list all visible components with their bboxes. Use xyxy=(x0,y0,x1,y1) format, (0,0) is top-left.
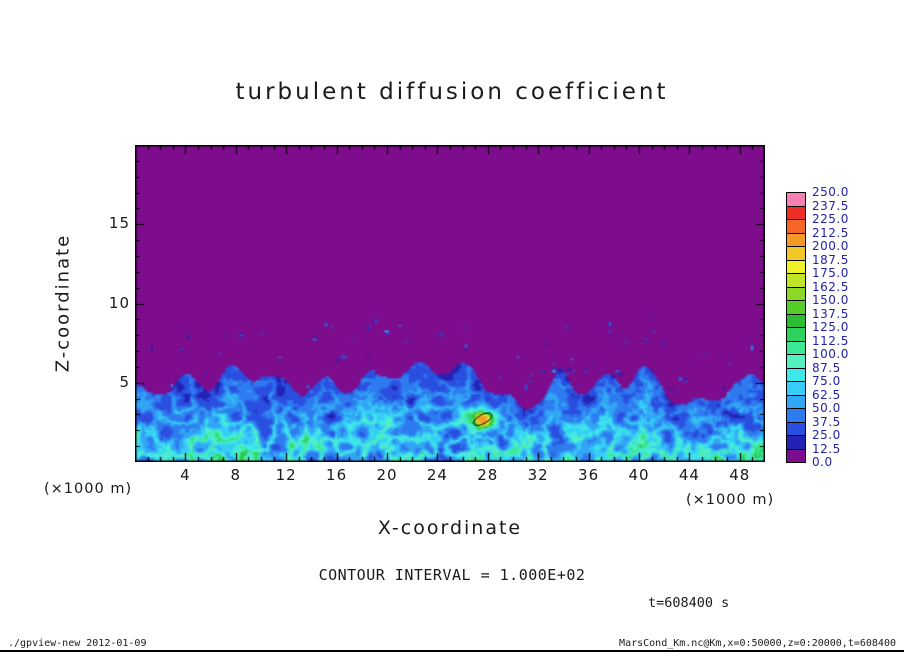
colorbar-cell xyxy=(786,259,806,274)
colorbar-tick-label: 87.5 xyxy=(812,360,841,375)
colorbar-cell xyxy=(786,273,806,288)
colorbar-tick-label: 12.5 xyxy=(812,441,841,456)
heatmap-canvas xyxy=(135,145,765,462)
colorbar-cell xyxy=(786,435,806,450)
colorbar-cell xyxy=(786,367,806,382)
colorbar-cell xyxy=(786,340,806,355)
colorbar-cell xyxy=(786,394,806,409)
colorbar-tick-label: 100.0 xyxy=(812,347,849,361)
x-axis-label: X-coordinate xyxy=(377,517,523,539)
x-tick-label: 28 xyxy=(477,466,499,484)
colorbar-tick-label: 112.5 xyxy=(812,333,849,348)
x-tick-label: 20 xyxy=(376,466,398,484)
colorbar-cell xyxy=(786,448,806,463)
x-tick-label: 8 xyxy=(230,466,242,484)
colorbar-cell xyxy=(786,286,806,301)
colorbar-tick-label: 37.5 xyxy=(812,414,841,429)
y-axis-label: Z-coordinate xyxy=(52,233,74,373)
colorbar-tick-label: 200.0 xyxy=(812,239,849,253)
footer-file-info: MarsCond_Km.nc@Km,x=0:50000,z=0:20000,t=… xyxy=(619,638,896,649)
heatmap-plot xyxy=(135,145,765,462)
colorbar-cell xyxy=(786,381,806,396)
time-label: t=608400 s xyxy=(648,595,730,611)
x-tick-label: 12 xyxy=(275,466,297,484)
colorbar-tick-label: 137.5 xyxy=(812,306,849,321)
contour-interval-note: CONTOUR INTERVAL = 1.000E+02 xyxy=(318,566,586,584)
colorbar-cell xyxy=(786,232,806,247)
colorbar-tick-label: 212.5 xyxy=(812,225,849,240)
colorbar-tick-label: 225.0 xyxy=(812,212,849,226)
colorbar-tick-label: 25.0 xyxy=(812,428,841,442)
colorbar-cell xyxy=(786,219,806,234)
colorbar-tick-label: 125.0 xyxy=(812,320,849,334)
colorbar-tick-label: 187.5 xyxy=(812,252,849,267)
colorbar-cell xyxy=(786,192,806,207)
colorbar-cell xyxy=(786,354,806,369)
colorbar-cell xyxy=(786,421,806,436)
x-axis-unit-left: (×1000 m) xyxy=(44,481,133,497)
colorbar-cell xyxy=(786,327,806,342)
z-tick-label: 5 xyxy=(119,372,130,391)
x-tick-label: 16 xyxy=(326,466,348,484)
colorbar-cell xyxy=(786,205,806,220)
colorbar-cell xyxy=(786,408,806,423)
chart-title: turbulent diffusion coefficient xyxy=(235,79,669,105)
z-tick-label: 10 xyxy=(108,293,130,312)
colorbar-tick-label: 62.5 xyxy=(812,387,841,402)
x-tick-label: 44 xyxy=(678,466,700,484)
x-tick-label: 36 xyxy=(578,466,600,484)
colorbar-cell xyxy=(786,246,806,261)
colorbar-cell xyxy=(786,300,806,315)
x-tick-label: 40 xyxy=(628,466,650,484)
x-tick-label: 24 xyxy=(426,466,448,484)
x-tick-label: 32 xyxy=(527,466,549,484)
colorbar-tick-label: 237.5 xyxy=(812,198,849,213)
colorbar-tick-label: 0.0 xyxy=(812,455,833,469)
colorbar-tick-label: 250.0 xyxy=(812,185,849,199)
colorbar-cell xyxy=(786,313,806,328)
x-tick-label: 48 xyxy=(729,466,751,484)
colorbar-tick-label: 50.0 xyxy=(812,401,841,415)
colorbar-tick-label: 175.0 xyxy=(812,266,849,280)
x-tick-label: 4 xyxy=(180,466,191,484)
colorbar-tick-label: 162.5 xyxy=(812,279,849,294)
colorbar-tick-label: 75.0 xyxy=(812,374,841,388)
colorbar-tick-label: 150.0 xyxy=(812,293,849,307)
z-tick-label: 15 xyxy=(108,214,130,233)
x-axis-unit-right: (×1000 m) xyxy=(686,492,775,508)
colorbar xyxy=(786,192,806,463)
footer-command: ./gpview-new 2012-01-09 xyxy=(8,638,147,649)
bottom-divider xyxy=(0,650,904,652)
